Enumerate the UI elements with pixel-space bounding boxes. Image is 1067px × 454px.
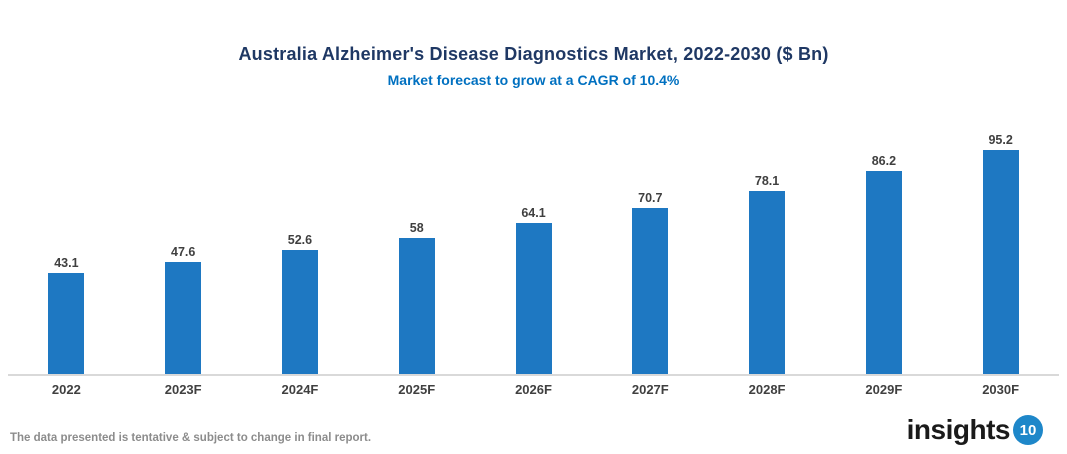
logo-wordmark: insights: [906, 414, 1011, 445]
x-tick-2030F: 2030F: [982, 382, 1020, 397]
disclaimer-text: The data presented is tentative & subjec…: [10, 432, 372, 444]
bar-value-label: 95.2: [988, 133, 1013, 148]
x-tick-2025F: 2025F: [398, 382, 436, 397]
bar-2029F: [865, 171, 902, 374]
bar-2026F: [515, 223, 552, 374]
bar-group-2026F: 64.1: [475, 206, 592, 374]
bar-value-label: 78.1: [754, 173, 780, 188]
bar-2030F: [982, 150, 1019, 374]
bar-2022: [48, 272, 85, 374]
bar-2025F: [398, 237, 435, 374]
bar-value-label: 52.6: [287, 233, 313, 248]
x-tick-2023F: 2023F: [164, 382, 202, 397]
bar-value-label: 64.1: [521, 206, 546, 221]
bar-2023F: [165, 262, 202, 374]
bar-value-label: 58: [409, 220, 424, 235]
x-axis-labels: 2022 2023F 2024F 2025F 2026F 2027F 2028F 2029F 2…: [0, 382, 1067, 397]
bar-2028F: [749, 190, 786, 374]
bar-group-2029F: 86.2: [825, 154, 942, 374]
bar-value-label: 86.2: [871, 154, 897, 169]
bar-group-2030F: 95.2: [942, 133, 1059, 374]
bar-group-2023F: 47.6: [125, 245, 242, 374]
x-tick-2024F: 2024F: [281, 382, 319, 397]
chart-subtitle: Market forecast to grow at a CAGR of 10.…: [387, 72, 680, 88]
chart-title: Australia Alzheimer's Disease Diagnostic…: [238, 44, 829, 64]
bar-group-2024F: 52.6: [242, 233, 359, 374]
bar-group-2027F: 70.7: [592, 191, 709, 374]
x-tick-2027F: 2027F: [631, 382, 669, 397]
bar-2027F: [632, 207, 669, 374]
x-tick-2022: 2022: [51, 382, 81, 397]
bar-value-label: 70.7: [638, 190, 663, 205]
bar-chart: 43.1 47.6 52.6 58 64.1 70.7 78.1 86.2 95.2 2022 2…: [0, 133, 1067, 397]
bar-group-2022: 43.1: [8, 256, 125, 374]
x-tick-2029F: 2029F: [865, 382, 903, 397]
bar-group-2025F: 58: [358, 221, 475, 374]
x-axis-line: [8, 374, 1059, 376]
bar-2024F: [281, 250, 318, 374]
x-tick-2028F: 2028F: [748, 382, 786, 397]
bar-value-label: 43.1: [54, 255, 79, 270]
x-tick-2026F: 2026F: [515, 382, 552, 397]
bar-group-2028F: 78.1: [709, 173, 826, 374]
insights10-logo: insights 10: [907, 414, 1043, 446]
bar-value-label: 47.6: [171, 245, 196, 260]
logo-number-badge: 10: [1013, 415, 1043, 445]
bars-area: 43.1 47.6 52.6 58 64.1 70.7 78.1 86.2 95.2: [0, 133, 1067, 374]
